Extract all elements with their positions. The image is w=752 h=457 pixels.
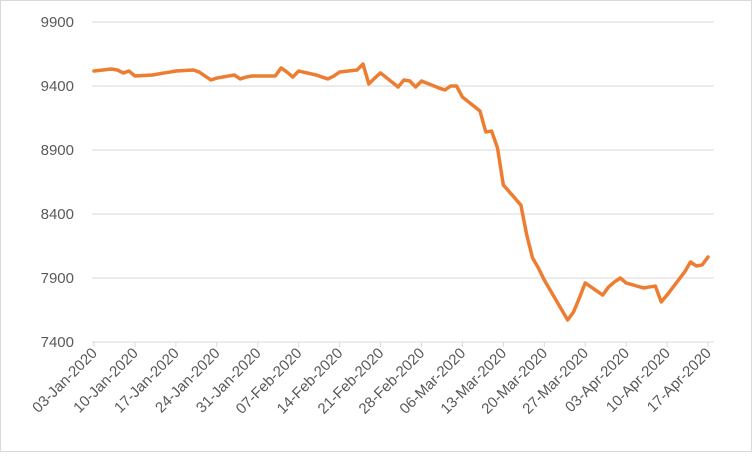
y-tick-label: 7900 [41,270,74,287]
y-tick-label: 8900 [41,142,74,159]
y-tick-label: 9900 [41,14,74,31]
y-tick-label: 8400 [41,206,74,223]
y-tick-label: 7400 [41,334,74,351]
data-line [92,62,710,322]
y-tick-label: 9400 [41,78,74,95]
